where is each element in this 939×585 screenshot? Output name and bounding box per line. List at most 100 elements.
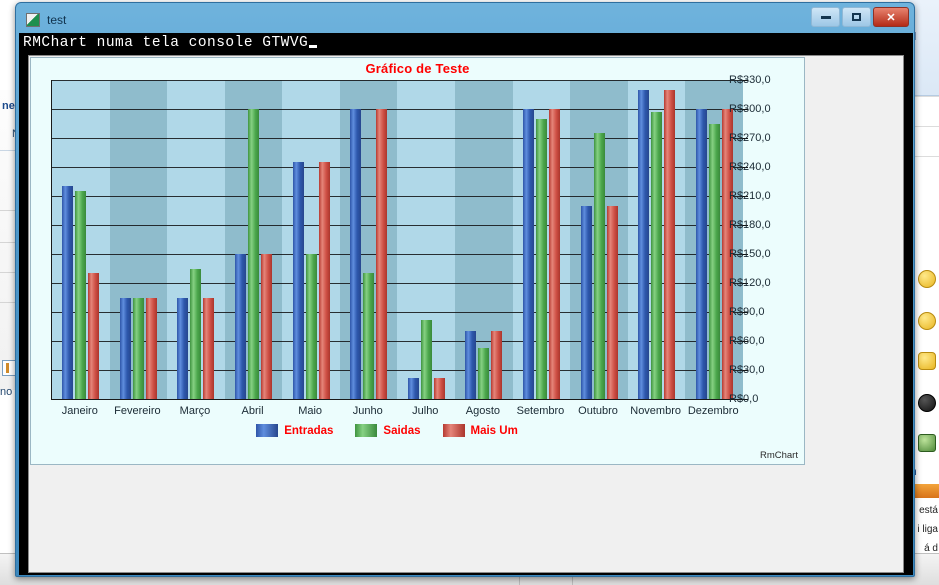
console-text: RMChart numa tela console GTWVG bbox=[23, 35, 309, 51]
chart-bar[interactable] bbox=[248, 109, 260, 399]
chart-y-tick bbox=[742, 225, 748, 226]
chart-legend-swatch bbox=[355, 424, 378, 437]
title-bar[interactable]: test ✕ bbox=[19, 6, 911, 33]
chart-bar[interactable] bbox=[465, 331, 477, 399]
chart-bar[interactable] bbox=[708, 123, 720, 399]
chart-bar-group[interactable] bbox=[282, 80, 340, 399]
chart-bar[interactable] bbox=[75, 191, 87, 399]
smiley-dark-icon[interactable] bbox=[918, 394, 936, 412]
chart-panel[interactable]: Gráfico de Teste Entradas Saidas Mais Um R… bbox=[30, 57, 805, 465]
chart-bar[interactable] bbox=[695, 109, 707, 399]
chart-bar[interactable] bbox=[664, 89, 676, 399]
chart-y-axis-label: R$90,0 bbox=[729, 306, 765, 318]
chart-legend-swatch bbox=[442, 424, 465, 437]
smiley-surprised-icon[interactable] bbox=[918, 312, 936, 330]
chart-y-tick bbox=[742, 167, 748, 168]
chart-bar-group[interactable] bbox=[225, 80, 283, 399]
window-controls[interactable]: ✕ bbox=[811, 7, 909, 27]
chart-bar-group[interactable] bbox=[340, 80, 398, 399]
chart-bar-group[interactable] bbox=[685, 80, 743, 399]
chart-gridline bbox=[52, 283, 743, 284]
chart-bar-group[interactable] bbox=[52, 80, 110, 399]
chart-bar[interactable] bbox=[305, 254, 317, 399]
divider bbox=[899, 156, 939, 157]
chart-bar-group[interactable] bbox=[628, 80, 686, 399]
chart-legend-item[interactable]: Mais Um bbox=[442, 424, 518, 437]
chart-bar[interactable] bbox=[651, 111, 663, 399]
minimize-icon bbox=[820, 15, 831, 19]
chart-x-axis-label: Setembro bbox=[516, 405, 565, 417]
chart-gridline bbox=[52, 312, 743, 313]
chart-bar[interactable] bbox=[62, 186, 74, 399]
chart-y-tick bbox=[742, 80, 748, 81]
chart-bar[interactable] bbox=[261, 254, 273, 399]
chart-gridline bbox=[52, 80, 743, 81]
chart-bar[interactable] bbox=[363, 273, 375, 399]
chart-x-axis-label: Novembro bbox=[630, 405, 681, 417]
chart-bar-group[interactable] bbox=[110, 80, 168, 399]
chart-gridline bbox=[52, 370, 743, 371]
chart-bar[interactable] bbox=[145, 297, 157, 399]
chart-bar[interactable] bbox=[606, 205, 618, 399]
chart-y-axis-label: R$30,0 bbox=[729, 364, 765, 376]
smiley-teeth-icon[interactable] bbox=[918, 352, 936, 370]
chart-bar[interactable] bbox=[433, 377, 445, 399]
chart-bar-group[interactable] bbox=[167, 80, 225, 399]
chart-bar[interactable] bbox=[522, 109, 534, 399]
console-window[interactable]: test ✕ RMChart numa tela console GTWVG G… bbox=[15, 2, 915, 577]
chart-legend-label: Mais Um bbox=[470, 424, 518, 437]
chart-bar-group[interactable] bbox=[513, 80, 571, 399]
chart-bar-group[interactable] bbox=[398, 80, 456, 399]
chart-bar[interactable] bbox=[119, 297, 131, 399]
chart-bar-group[interactable] bbox=[455, 80, 513, 399]
chart-legend: Entradas Saidas Mais Um bbox=[31, 424, 743, 437]
chart-bar[interactable] bbox=[420, 319, 432, 399]
chart-bar[interactable] bbox=[292, 162, 304, 399]
chart-y-axis-label: R$180,0 bbox=[729, 219, 771, 231]
chart-x-axis-label: Outubro bbox=[578, 405, 618, 417]
chart-x-axis-label: Julho bbox=[412, 405, 439, 417]
chart-bar[interactable] bbox=[721, 109, 733, 399]
chart-bar[interactable] bbox=[350, 109, 362, 399]
chart-bar-group[interactable] bbox=[570, 80, 628, 399]
maximize-button[interactable] bbox=[842, 7, 871, 27]
console-output-line: RMChart numa tela console GTWVG bbox=[19, 33, 913, 51]
chart-bar[interactable] bbox=[548, 109, 560, 399]
chart-y-tick bbox=[742, 109, 748, 110]
chart-bar[interactable] bbox=[580, 205, 592, 399]
chart-gridline bbox=[52, 225, 743, 226]
minimize-button[interactable] bbox=[811, 7, 840, 27]
maximize-icon bbox=[852, 13, 861, 21]
chart-bar[interactable] bbox=[491, 331, 503, 399]
chart-bar[interactable] bbox=[88, 273, 100, 399]
chart-gridline bbox=[52, 109, 743, 110]
divider bbox=[899, 126, 939, 127]
chart-y-tick bbox=[742, 370, 748, 371]
console-body[interactable]: RMChart numa tela console GTWVG Gráfico … bbox=[19, 33, 913, 575]
chart-bar[interactable] bbox=[235, 254, 247, 399]
chart-bar[interactable] bbox=[318, 162, 330, 399]
chart-bar[interactable] bbox=[190, 268, 202, 399]
chart-y-tick bbox=[742, 283, 748, 284]
chart-bar[interactable] bbox=[376, 109, 388, 399]
chart-bar[interactable] bbox=[177, 297, 189, 399]
close-button[interactable]: ✕ bbox=[873, 7, 909, 27]
chart-bar[interactable] bbox=[478, 347, 490, 399]
smiley-money-icon[interactable] bbox=[918, 434, 936, 452]
chart-bar[interactable] bbox=[593, 133, 605, 399]
chart-bar[interactable] bbox=[203, 297, 215, 399]
chart-bar[interactable] bbox=[535, 118, 547, 399]
chart-x-axis-label: Abril bbox=[241, 405, 264, 417]
chart-y-tick bbox=[742, 138, 748, 139]
chart-y-axis-label: R$300,0 bbox=[729, 103, 771, 115]
chart-legend-item[interactable]: Saidas bbox=[355, 424, 421, 437]
smiley-grin-icon[interactable] bbox=[918, 270, 936, 288]
chart-y-tick bbox=[742, 341, 748, 342]
chart-bar[interactable] bbox=[407, 377, 419, 399]
window-title: test bbox=[47, 12, 67, 27]
chart-legend-item[interactable]: Entradas bbox=[256, 424, 333, 437]
chart-x-axis-label: Junho bbox=[352, 405, 383, 417]
chart-bar[interactable] bbox=[638, 89, 650, 399]
chart-x-axis-label: Dezembro bbox=[687, 405, 739, 417]
chart-bar[interactable] bbox=[132, 297, 144, 399]
